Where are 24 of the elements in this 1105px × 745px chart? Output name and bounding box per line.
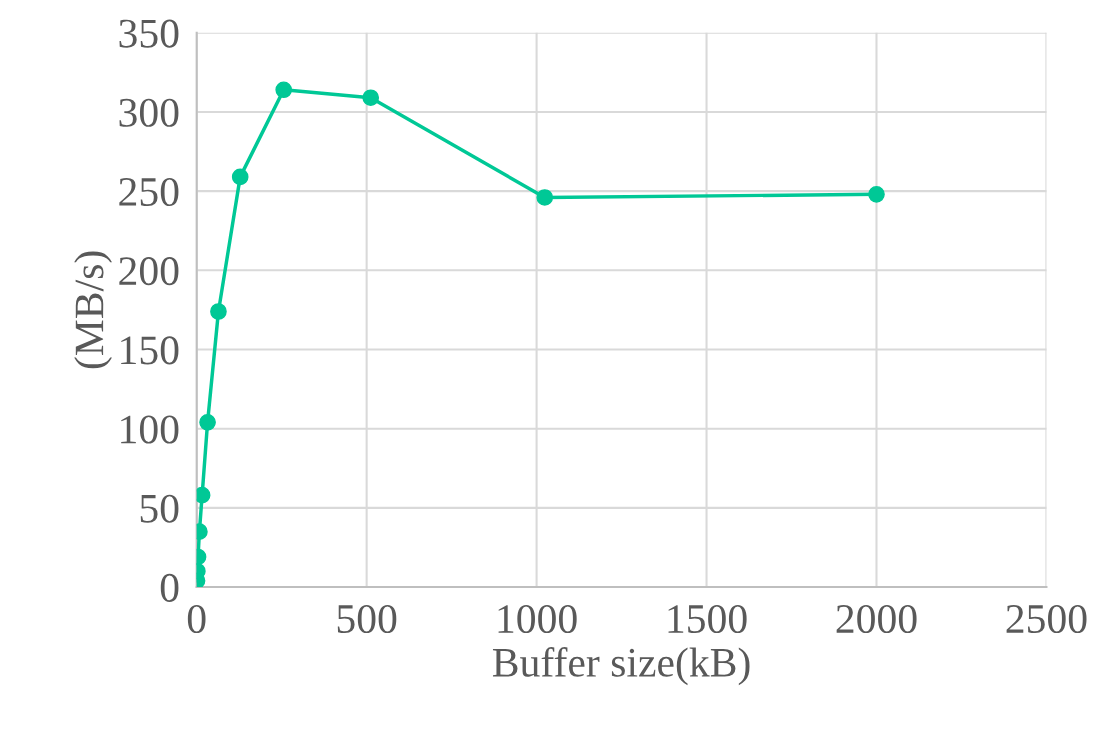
point	[231, 168, 249, 186]
y-tick-label: 150	[121, 336, 179, 365]
point	[199, 414, 216, 431]
y-tick-label: 0	[160, 573, 179, 602]
point	[536, 189, 554, 206]
y-tick-label: 100	[121, 415, 179, 444]
x-tick-label: 1500	[668, 604, 747, 634]
point	[362, 89, 380, 107]
y-tick-label: 350	[119, 19, 179, 48]
point	[275, 81, 293, 99]
y-tick-label: 250	[119, 177, 179, 207]
y-axis-title: (MB/s)	[74, 251, 112, 369]
x-tick-label: 0	[187, 604, 206, 634]
y-tick-label: 200	[119, 257, 179, 286]
x-tick-label: 2000	[836, 604, 917, 634]
point	[210, 303, 227, 320]
point	[868, 185, 885, 203]
point	[196, 486, 211, 504]
y-tick-label: 300	[119, 98, 179, 127]
x-tick-label: 1000	[498, 604, 577, 634]
x-tick-label: 2500	[1006, 604, 1087, 634]
x-axis-title: Buffer size(kB)	[492, 647, 750, 686]
y-tick-label: 50	[140, 494, 179, 523]
x-tick-label: 500	[337, 604, 397, 634]
